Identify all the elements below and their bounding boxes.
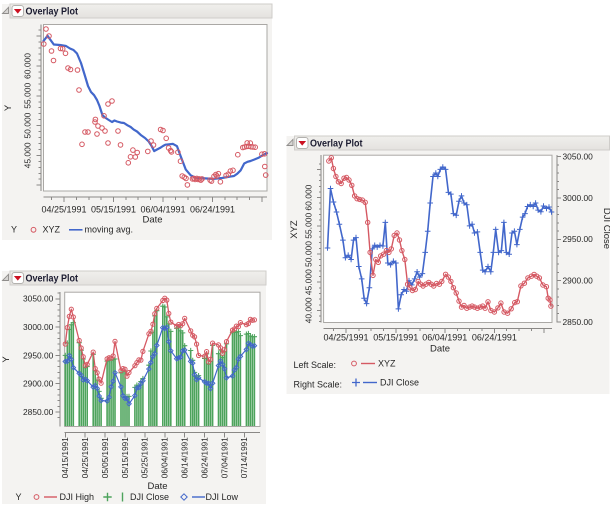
svg-text:Date: Date [430,344,450,355]
svg-text:50.000: 50.000 [23,112,33,138]
svg-text:2950.00: 2950.00 [23,350,54,360]
svg-text:06/24/1991: 06/24/1991 [190,205,235,215]
svg-text:40.000: 40.000 [304,297,314,323]
svg-text:05/15/1991: 05/15/1991 [373,333,418,343]
svg-text:Left Scale:: Left Scale: [294,360,337,370]
svg-text:XYZ: XYZ [43,225,61,235]
svg-text:60.000: 60.000 [304,184,314,210]
svg-text:05/05/1991: 05/05/1991 [101,437,110,478]
svg-text:DJI High: DJI High [60,492,95,502]
svg-text:2850.00: 2850.00 [23,407,54,417]
svg-text:XYZ: XYZ [289,220,300,239]
svg-text:45.000: 45.000 [23,142,33,168]
svg-text:06/24/1991: 06/24/1991 [472,333,517,343]
svg-text:Date: Date [147,481,167,492]
svg-text:05/15/1991: 05/15/1991 [91,205,136,215]
svg-text:06/24/1991: 06/24/1991 [200,437,209,478]
svg-text:2900.00: 2900.00 [23,379,54,389]
svg-text:Date: Date [142,215,162,226]
svg-text:55.000: 55.000 [304,213,314,239]
svg-text:06/04/1991: 06/04/1991 [140,205,185,215]
svg-text:07/14/1991: 07/14/1991 [240,437,249,478]
svg-text:DJI Close: DJI Close [601,208,610,249]
svg-text:moving avg.: moving avg. [85,225,134,235]
svg-text:2900.00: 2900.00 [563,276,594,286]
svg-text:04/15/1991: 04/15/1991 [61,437,70,478]
svg-text:04/25/1991: 04/25/1991 [41,205,86,215]
svg-text:06/14/1991: 06/14/1991 [181,437,190,478]
svg-text:3000.00: 3000.00 [23,322,54,332]
svg-text:Right Scale:: Right Scale: [294,380,343,390]
svg-text:04/25/1991: 04/25/1991 [323,333,368,343]
svg-text:Overlay Plot: Overlay Plot [26,5,79,17]
svg-text:45.000: 45.000 [304,269,314,295]
svg-text:DJI Low: DJI Low [206,492,239,502]
svg-text:DJI Close: DJI Close [380,378,419,388]
svg-text:3050.00: 3050.00 [563,152,594,162]
svg-text:DJI Close: DJI Close [130,492,169,502]
svg-text:Y: Y [1,356,12,363]
svg-text:Overlay Plot: Overlay Plot [26,272,79,284]
svg-text:3000.00: 3000.00 [563,193,594,203]
svg-text:60.000: 60.000 [23,53,33,79]
svg-text:50.000: 50.000 [304,241,314,267]
svg-text:Y: Y [3,104,14,111]
svg-text:Y: Y [11,225,17,235]
svg-text:2950.00: 2950.00 [563,234,594,244]
svg-text:Y: Y [16,492,22,502]
svg-text:05/15/1991: 05/15/1991 [121,437,130,478]
svg-text:XYZ: XYZ [378,359,396,369]
svg-text:06/04/1991: 06/04/1991 [422,333,467,343]
svg-text:07/04/1991: 07/04/1991 [220,437,229,478]
svg-text:3050.00: 3050.00 [23,294,54,304]
svg-text:55.000: 55.000 [23,83,33,109]
svg-text:Overlay Plot: Overlay Plot [310,137,363,149]
svg-text:2850.00: 2850.00 [563,317,594,327]
svg-text:06/04/1991: 06/04/1991 [161,437,170,478]
svg-text:04/25/1991: 04/25/1991 [81,437,90,478]
svg-text:05/25/1991: 05/25/1991 [141,437,150,478]
